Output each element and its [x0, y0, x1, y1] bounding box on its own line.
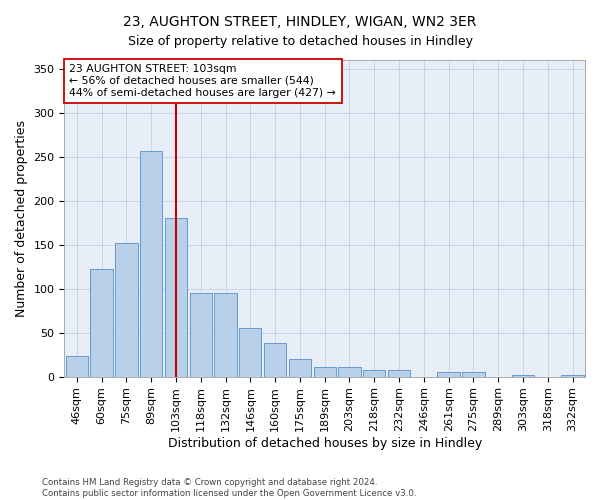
- Bar: [140, 150, 163, 376]
- Text: Contains HM Land Registry data © Crown copyright and database right 2024.
Contai: Contains HM Land Registry data © Crown c…: [42, 478, 416, 498]
- Text: Size of property relative to detached houses in Hindley: Size of property relative to detached ho…: [128, 35, 473, 48]
- Bar: [239, 328, 262, 376]
- Bar: [388, 370, 410, 376]
- Bar: [289, 359, 311, 376]
- Bar: [512, 375, 534, 376]
- Bar: [190, 293, 212, 376]
- Bar: [214, 293, 236, 376]
- Bar: [462, 372, 485, 376]
- Bar: [363, 370, 385, 376]
- Bar: [338, 367, 361, 376]
- Bar: [562, 375, 584, 376]
- Bar: [115, 243, 137, 376]
- Text: 23 AUGHTON STREET: 103sqm
← 56% of detached houses are smaller (544)
44% of semi: 23 AUGHTON STREET: 103sqm ← 56% of detac…: [70, 64, 336, 98]
- Bar: [437, 372, 460, 376]
- Bar: [165, 218, 187, 376]
- Text: 23, AUGHTON STREET, HINDLEY, WIGAN, WN2 3ER: 23, AUGHTON STREET, HINDLEY, WIGAN, WN2 …: [124, 15, 476, 29]
- Bar: [264, 343, 286, 376]
- Y-axis label: Number of detached properties: Number of detached properties: [15, 120, 28, 317]
- X-axis label: Distribution of detached houses by size in Hindley: Distribution of detached houses by size …: [167, 437, 482, 450]
- Bar: [314, 367, 336, 376]
- Bar: [91, 270, 113, 376]
- Bar: [65, 356, 88, 376]
